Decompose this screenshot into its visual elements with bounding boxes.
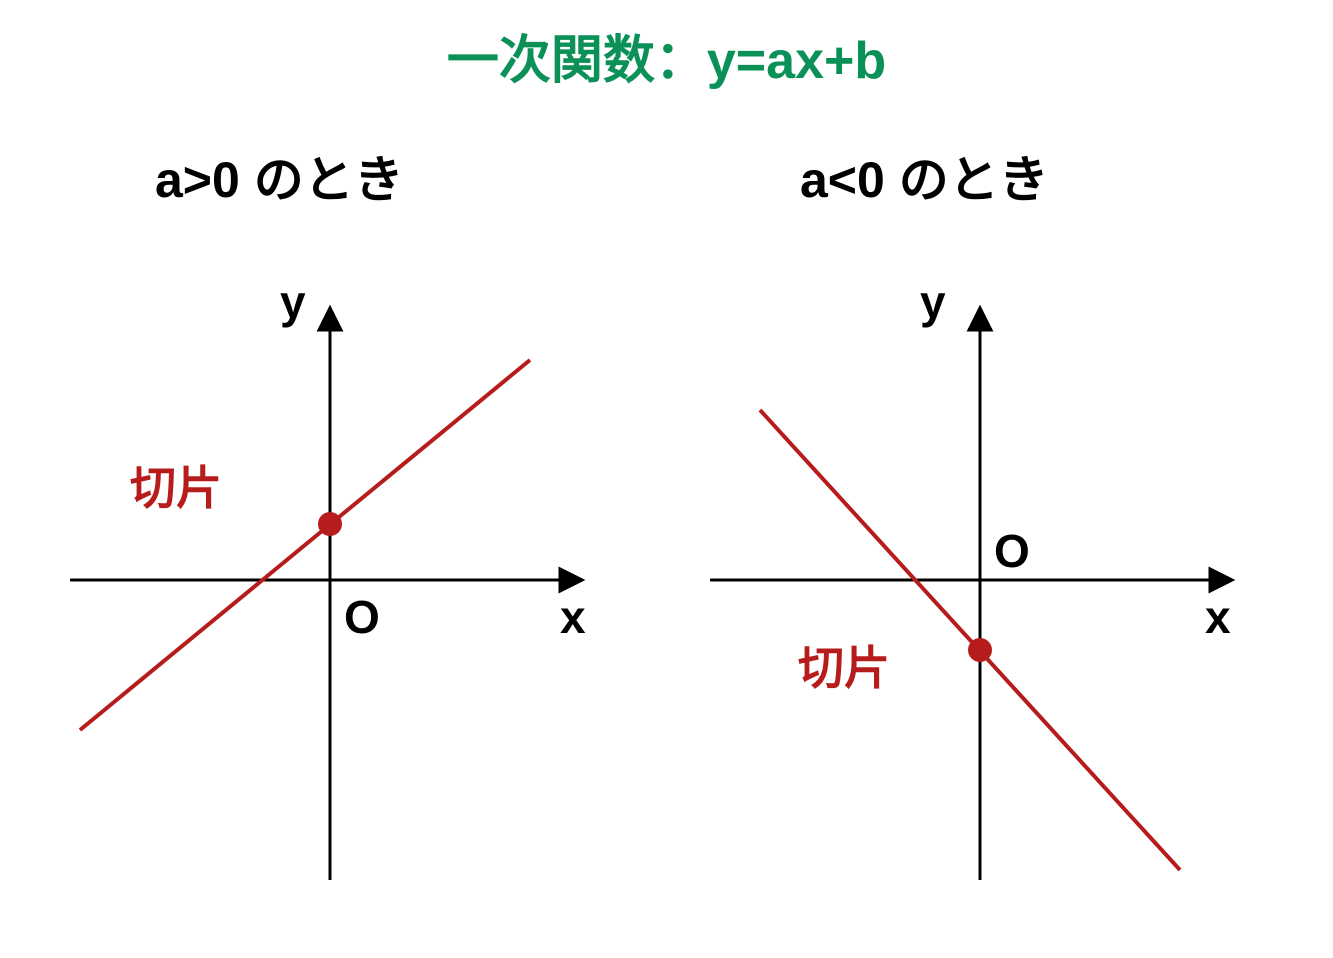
page-title: 一次関数：y=ax+b (0, 18, 1333, 93)
left-origin-label: O (344, 590, 380, 644)
right-x-axis-label: x (1205, 590, 1231, 644)
left-x-axis-label: x (560, 590, 586, 644)
left-y-axis-label: y (280, 275, 306, 329)
left-intercept-dot (318, 512, 342, 536)
page: 一次関数：y=ax+b a>0 のとき a<0 のとき y x O 切片 (0, 0, 1333, 958)
right-y-axis-label: y (920, 275, 946, 329)
left-intercept-label: 切片 (130, 452, 222, 518)
left-function-line (80, 360, 530, 730)
right-intercept-dot (968, 638, 992, 662)
left-subtitle: a>0 のとき (155, 140, 404, 212)
right-origin-label: O (994, 524, 1030, 578)
left-graph (60, 280, 620, 900)
right-intercept-label: 切片 (798, 632, 890, 698)
right-subtitle: a<0 のとき (800, 140, 1049, 212)
right-graph (700, 280, 1260, 900)
